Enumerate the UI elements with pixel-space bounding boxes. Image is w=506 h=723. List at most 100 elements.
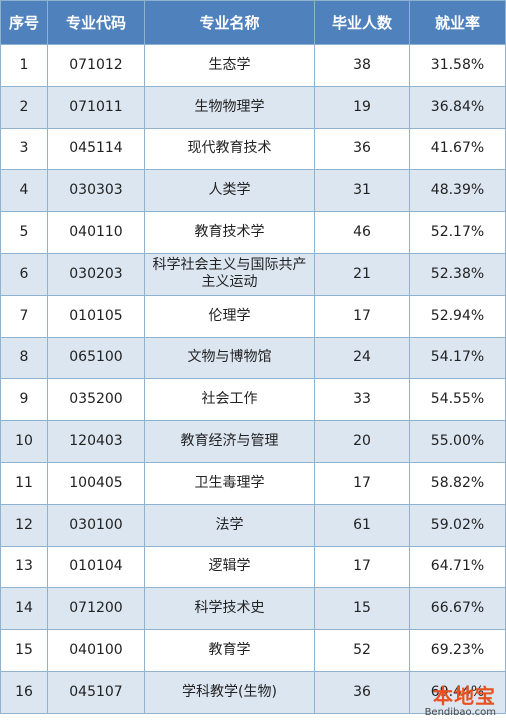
cell-major-name: 教育技术学 — [144, 211, 315, 254]
cell-graduates: 21 — [314, 252, 410, 296]
cell-major-name: 人类学 — [144, 169, 315, 213]
cell-major-code: 071011 — [47, 85, 145, 129]
watermark: 本地宝 Bendibao.com — [425, 685, 496, 719]
cell-major-code: 010105 — [47, 294, 145, 338]
cell-index: 8 — [0, 336, 48, 380]
cell-graduates: 31 — [314, 169, 410, 213]
table-header-row: 序号 专业代码 专业名称 毕业人数 就业率 — [0, 0, 506, 45]
header-employment-rate: 就业率 — [409, 0, 506, 45]
cell-major-code: 065100 — [47, 336, 145, 380]
cell-employment-rate: 52.17% — [409, 211, 506, 254]
cell-major-name: 逻辑学 — [144, 545, 315, 589]
cell-graduates: 20 — [314, 420, 410, 463]
table-row: 12 030100 法学 61 59.02% — [0, 503, 506, 547]
cell-employment-rate: 64.71% — [409, 545, 506, 589]
cell-employment-rate: 52.38% — [409, 252, 506, 296]
cell-major-name: 社会工作 — [144, 378, 315, 422]
cell-employment-rate: 54.17% — [409, 336, 506, 380]
cell-major-code: 040100 — [47, 629, 145, 672]
cell-index: 15 — [0, 629, 48, 672]
cell-major-name: 卫生毒理学 — [144, 461, 315, 505]
cell-graduates: 36 — [314, 670, 410, 714]
cell-major-code: 030203 — [47, 252, 145, 296]
cell-employment-rate: 31.58% — [409, 44, 506, 87]
cell-index: 10 — [0, 420, 48, 463]
table-row: 9 035200 社会工作 33 54.55% — [0, 378, 506, 422]
cell-major-code: 071012 — [47, 44, 145, 87]
cell-major-name: 科学社会主义与国际共产主义运动 — [144, 252, 315, 296]
table-row: 11 100405 卫生毒理学 17 58.82% — [0, 461, 506, 505]
cell-employment-rate: 41.67% — [409, 127, 506, 171]
cell-major-code: 120403 — [47, 420, 145, 463]
header-major-name: 专业名称 — [144, 0, 315, 45]
cell-employment-rate: 58.82% — [409, 461, 506, 505]
cell-index: 4 — [0, 169, 48, 213]
cell-employment-rate: 69.44% — [409, 670, 506, 714]
cell-index: 12 — [0, 503, 48, 547]
header-index: 序号 — [0, 0, 48, 45]
header-graduates: 毕业人数 — [314, 0, 410, 45]
table-row: 8 065100 文物与博物馆 24 54.17% — [0, 336, 506, 380]
cell-major-name: 法学 — [144, 503, 315, 547]
cell-major-code: 030303 — [47, 169, 145, 213]
cell-major-code: 100405 — [47, 461, 145, 505]
cell-employment-rate: 66.67% — [409, 587, 506, 631]
cell-major-code: 035200 — [47, 378, 145, 422]
cell-major-name: 学科教学(生物) — [144, 670, 315, 714]
cell-index: 5 — [0, 211, 48, 254]
cell-graduates: 17 — [314, 294, 410, 338]
table-row: 16 045107 学科教学(生物) 36 69.44% — [0, 670, 506, 714]
cell-graduates: 46 — [314, 211, 410, 254]
cell-major-code: 040110 — [47, 211, 145, 254]
table-row: 6 030203 科学社会主义与国际共产主义运动 21 52.38% — [0, 252, 506, 296]
cell-employment-rate: 55.00% — [409, 420, 506, 463]
table-row: 3 045114 现代教育技术 36 41.67% — [0, 127, 506, 171]
table-body: 1 071012 生态学 38 31.58% 2 071011 生物物理学 19 36.84% 3 0… — [0, 44, 506, 714]
cell-major-code: 030100 — [47, 503, 145, 547]
cell-major-code: 071200 — [47, 587, 145, 631]
cell-graduates: 33 — [314, 378, 410, 422]
table-row: 4 030303 人类学 31 48.39% — [0, 169, 506, 213]
table-row: 15 040100 教育学 52 69.23% — [0, 629, 506, 672]
cell-major-name: 教育经济与管理 — [144, 420, 315, 463]
table-row: 14 071200 科学技术史 15 66.67% — [0, 587, 506, 631]
cell-graduates: 17 — [314, 461, 410, 505]
cell-employment-rate: 36.84% — [409, 85, 506, 129]
cell-index: 14 — [0, 587, 48, 631]
cell-employment-rate: 48.39% — [409, 169, 506, 213]
cell-index: 2 — [0, 85, 48, 129]
cell-index: 9 — [0, 378, 48, 422]
cell-employment-rate: 69.23% — [409, 629, 506, 672]
cell-graduates: 17 — [314, 545, 410, 589]
cell-graduates: 15 — [314, 587, 410, 631]
cell-index: 1 — [0, 44, 48, 87]
table-row: 7 010105 伦理学 17 52.94% — [0, 294, 506, 338]
cell-graduates: 52 — [314, 629, 410, 672]
cell-major-code: 045114 — [47, 127, 145, 171]
cell-employment-rate: 54.55% — [409, 378, 506, 422]
cell-index: 13 — [0, 545, 48, 589]
cell-graduates: 19 — [314, 85, 410, 129]
cell-index: 3 — [0, 127, 48, 171]
cell-graduates: 36 — [314, 127, 410, 171]
table-row: 1 071012 生态学 38 31.58% — [0, 44, 506, 87]
table-row: 13 010104 逻辑学 17 64.71% — [0, 545, 506, 589]
cell-index: 16 — [0, 670, 48, 714]
table-row: 5 040110 教育技术学 46 52.17% — [0, 211, 506, 254]
table-row: 2 071011 生物物理学 19 36.84% — [0, 85, 506, 129]
cell-major-name: 生态学 — [144, 44, 315, 87]
cell-index: 6 — [0, 252, 48, 296]
cell-major-name: 伦理学 — [144, 294, 315, 338]
watermark-logo: 本地宝 — [433, 684, 496, 708]
cell-graduates: 61 — [314, 503, 410, 547]
cell-major-code: 010104 — [47, 545, 145, 589]
cell-graduates: 24 — [314, 336, 410, 380]
header-major-code: 专业代码 — [47, 0, 145, 45]
cell-major-name: 生物物理学 — [144, 85, 315, 129]
cell-employment-rate: 52.94% — [409, 294, 506, 338]
cell-employment-rate: 59.02% — [409, 503, 506, 547]
table-row: 10 120403 教育经济与管理 20 55.00% — [0, 420, 506, 463]
cell-major-code: 045107 — [47, 670, 145, 714]
